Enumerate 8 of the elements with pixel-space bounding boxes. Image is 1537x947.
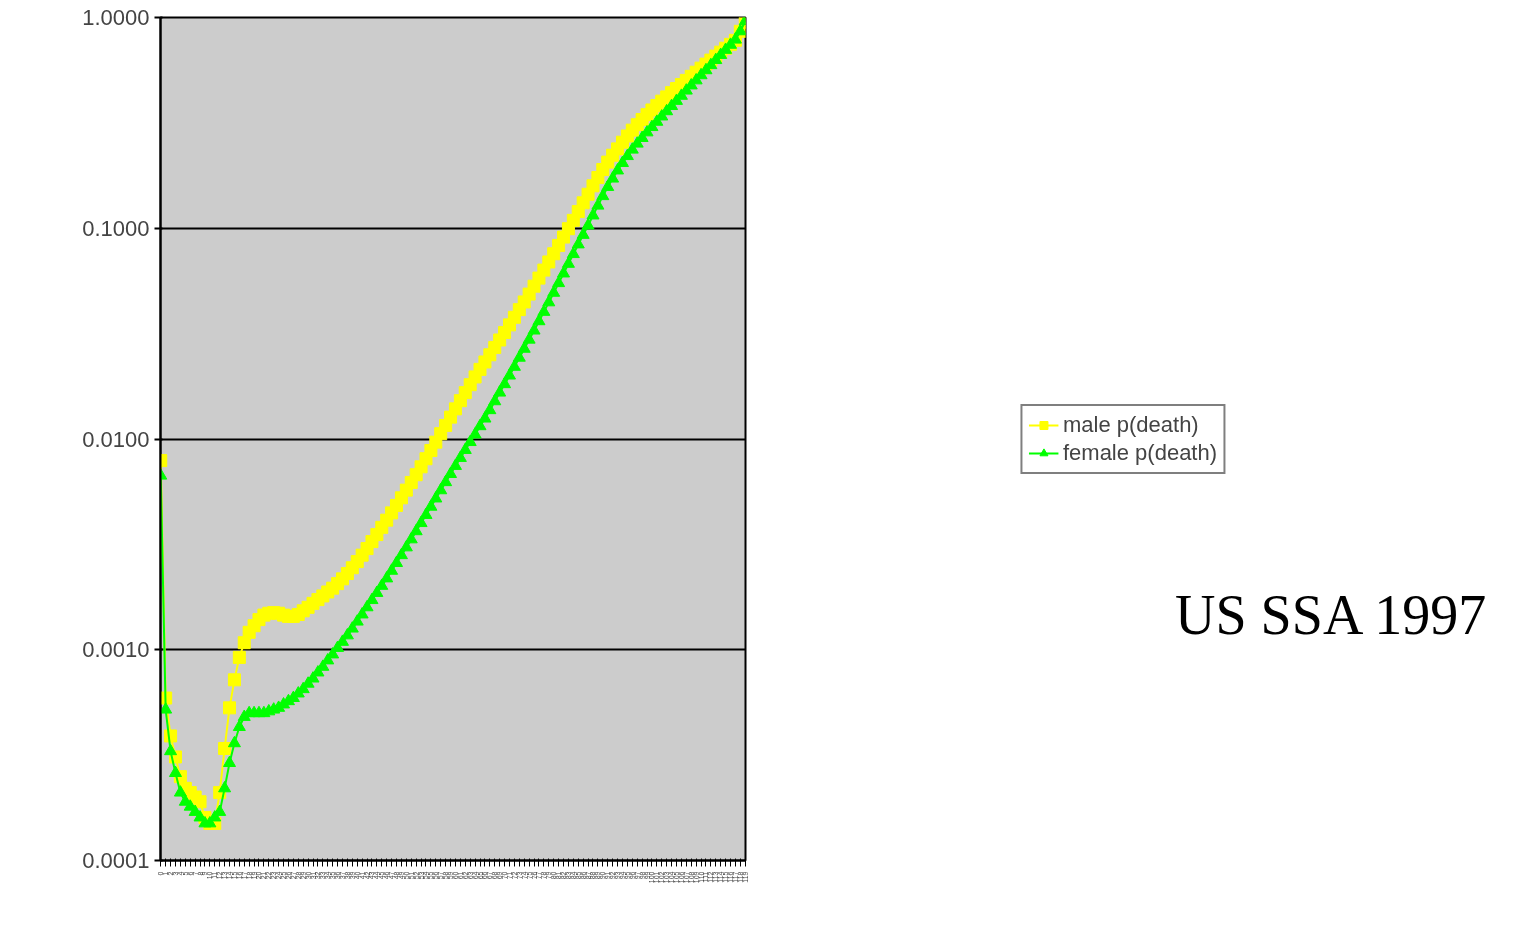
legend-label: male p(death): [1062, 411, 1199, 438]
y-tick-label: 0.0001: [82, 848, 150, 873]
y-tick-label: 0.0010: [82, 637, 150, 663]
y-tick-label: 0.1000: [82, 215, 150, 241]
y-tick-label: 1.0000: [82, 5, 150, 30]
y-tick-label: 0.0100: [82, 426, 150, 452]
text: US SSA 1997: [1175, 583, 1487, 648]
legend-label: female p(death): [1062, 439, 1218, 466]
